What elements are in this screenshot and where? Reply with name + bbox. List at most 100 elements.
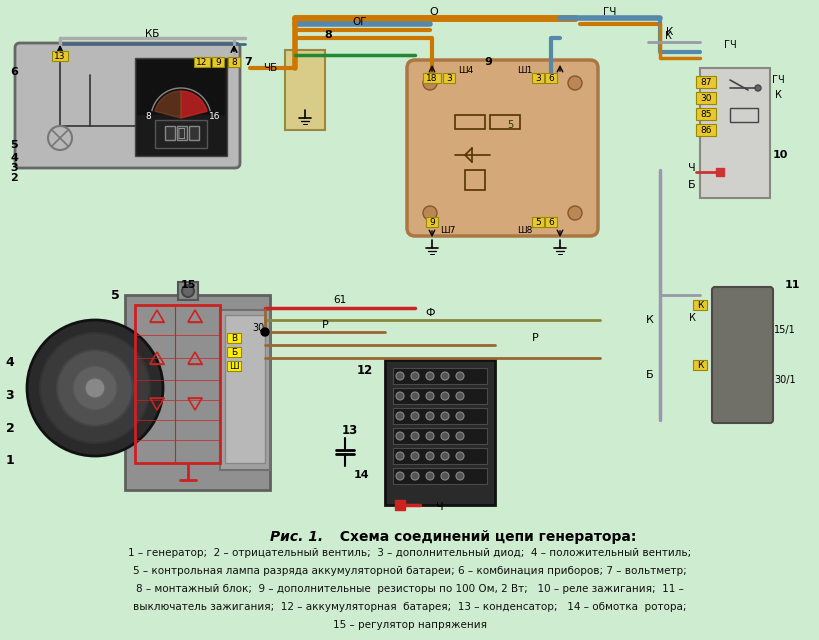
- Circle shape: [426, 372, 433, 380]
- Text: 30: 30: [251, 323, 264, 333]
- Circle shape: [423, 206, 437, 220]
- Text: Ш: Ш: [229, 362, 238, 371]
- Text: 3: 3: [535, 74, 541, 83]
- Text: 1 – генератор;  2 – отрицательный вентиль;  3 – дополнительный диод;  4 – положи: 1 – генератор; 2 – отрицательный вентиль…: [129, 548, 690, 558]
- Text: Схема соединений цепи генератора:: Схема соединений цепи генератора:: [329, 530, 636, 544]
- Text: ОГ: ОГ: [352, 17, 367, 27]
- Bar: [135, 305, 219, 463]
- Circle shape: [441, 452, 449, 460]
- Circle shape: [455, 432, 464, 440]
- Circle shape: [455, 452, 464, 460]
- Bar: [212, 57, 224, 67]
- Text: КБ: КБ: [145, 29, 159, 39]
- Text: 18: 18: [426, 74, 437, 83]
- Text: Ч: Ч: [687, 163, 695, 173]
- Text: 86: 86: [699, 125, 711, 134]
- Text: 5: 5: [111, 289, 120, 301]
- Bar: [695, 108, 715, 120]
- Bar: [695, 92, 715, 104]
- Bar: [695, 76, 715, 88]
- Bar: [715, 168, 723, 176]
- Bar: [228, 57, 240, 67]
- Bar: [532, 73, 543, 83]
- Polygon shape: [181, 91, 207, 118]
- Bar: [135, 58, 227, 156]
- Circle shape: [568, 206, 581, 220]
- Circle shape: [423, 76, 437, 90]
- Bar: [545, 73, 556, 83]
- Text: 10: 10: [771, 150, 787, 160]
- Text: 8: 8: [324, 30, 332, 40]
- Circle shape: [426, 452, 433, 460]
- Text: 🔋: 🔋: [177, 127, 184, 140]
- Text: 13: 13: [54, 51, 66, 61]
- Text: К: К: [696, 360, 703, 369]
- Text: 6: 6: [547, 74, 553, 83]
- Bar: [464, 170, 484, 190]
- Bar: [178, 282, 197, 300]
- Circle shape: [441, 412, 449, 420]
- Text: ГЧ: ГЧ: [722, 40, 735, 50]
- Circle shape: [441, 472, 449, 480]
- Circle shape: [426, 432, 433, 440]
- Circle shape: [426, 472, 433, 480]
- Bar: [124, 295, 269, 490]
- Circle shape: [455, 372, 464, 380]
- Text: 12: 12: [196, 58, 207, 67]
- Text: Ш1: Ш1: [517, 65, 532, 74]
- Bar: [392, 468, 486, 484]
- Text: 9: 9: [215, 58, 220, 67]
- Bar: [392, 388, 486, 404]
- Text: 15/1: 15/1: [773, 325, 795, 335]
- Text: 85: 85: [699, 109, 711, 118]
- Bar: [699, 68, 769, 198]
- Bar: [532, 217, 543, 227]
- Bar: [392, 368, 486, 384]
- Text: Б: Б: [687, 180, 695, 190]
- Text: 16: 16: [209, 111, 220, 120]
- Text: Р: Р: [531, 333, 538, 343]
- Circle shape: [426, 392, 433, 400]
- Text: 6: 6: [547, 218, 553, 227]
- Text: К: К: [663, 31, 671, 41]
- Text: К: К: [696, 301, 703, 310]
- Bar: [692, 300, 706, 310]
- Circle shape: [455, 472, 464, 480]
- Text: 15 – регулятор напряжения: 15 – регулятор напряжения: [333, 620, 486, 630]
- Circle shape: [410, 472, 419, 480]
- Bar: [227, 333, 241, 343]
- Circle shape: [182, 285, 194, 297]
- Text: 6: 6: [10, 67, 18, 77]
- Text: О: О: [429, 7, 438, 17]
- Text: 5: 5: [10, 140, 18, 150]
- Circle shape: [441, 392, 449, 400]
- Text: 5 – контрольная лампа разряда аккумуляторной батареи; 6 – комбинация приборов; 7: 5 – контрольная лампа разряда аккумулято…: [133, 566, 686, 576]
- Text: Ш8: Ш8: [517, 225, 532, 234]
- Text: Ч: Ч: [436, 502, 443, 512]
- Bar: [423, 73, 441, 83]
- Circle shape: [410, 392, 419, 400]
- Bar: [137, 60, 224, 115]
- Text: 3: 3: [6, 388, 14, 401]
- FancyBboxPatch shape: [711, 287, 772, 423]
- Circle shape: [441, 432, 449, 440]
- Text: 30/1: 30/1: [773, 375, 795, 385]
- Circle shape: [396, 412, 404, 420]
- Text: 2: 2: [10, 173, 18, 183]
- Text: 8: 8: [145, 111, 151, 120]
- Text: 13: 13: [342, 424, 358, 436]
- Text: 9: 9: [483, 57, 491, 67]
- Circle shape: [396, 392, 404, 400]
- Circle shape: [27, 320, 163, 456]
- Text: 30: 30: [699, 93, 711, 102]
- Bar: [695, 124, 715, 136]
- Bar: [194, 57, 210, 67]
- Bar: [545, 217, 556, 227]
- Text: 7: 7: [244, 57, 251, 67]
- Text: 4: 4: [6, 355, 15, 369]
- FancyBboxPatch shape: [15, 43, 240, 168]
- Bar: [392, 428, 486, 444]
- Text: Б: Б: [231, 348, 237, 356]
- Circle shape: [410, 452, 419, 460]
- Circle shape: [426, 412, 433, 420]
